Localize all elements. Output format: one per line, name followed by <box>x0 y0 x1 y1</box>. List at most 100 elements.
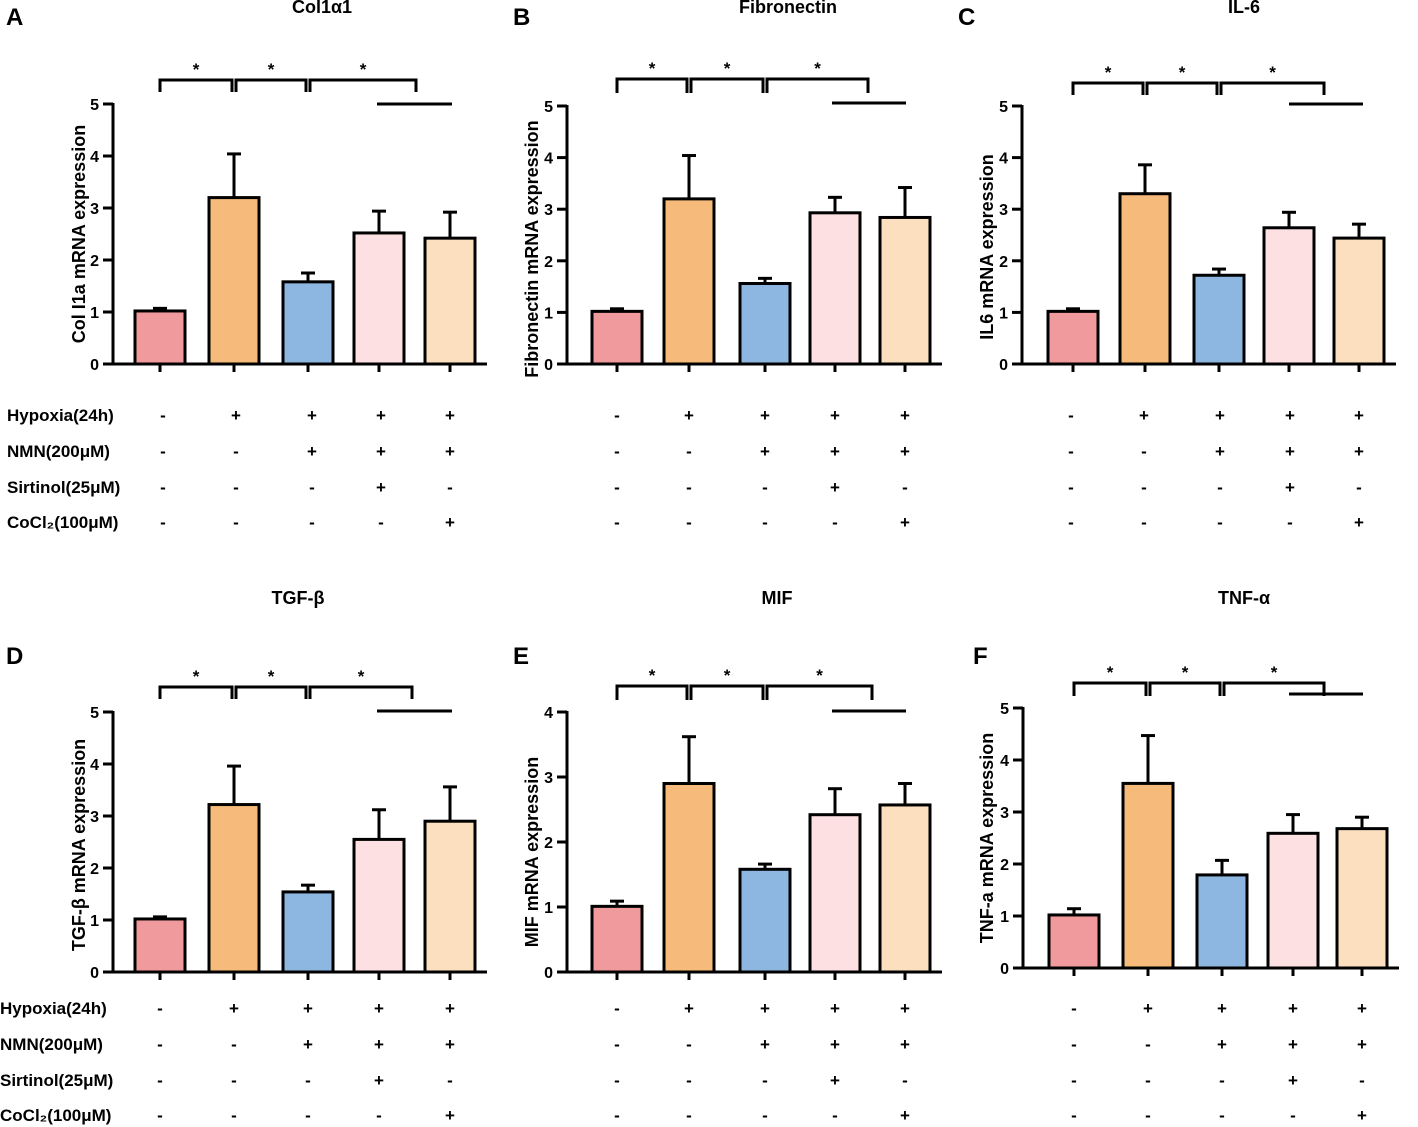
y-tick-label: 1 <box>544 900 553 917</box>
condition-mark: - <box>1141 513 1147 532</box>
y-tick-label: 2 <box>999 254 1008 271</box>
bar <box>1332 236 1386 366</box>
condition-mark: + <box>760 999 770 1018</box>
condition-mark: + <box>684 406 694 425</box>
significance-bracket <box>689 77 765 93</box>
condition-mark: - <box>1290 1106 1296 1125</box>
panel-e: E MIF MIF mRNA expression 0 1 2 3 4 * * * - + + + + - - + +… <box>513 588 942 1125</box>
condition-row-label: NMN(200μM) <box>0 1035 103 1054</box>
condition-mark: + <box>760 1035 770 1054</box>
bar <box>1262 226 1316 366</box>
condition-mark: + <box>445 1035 455 1054</box>
condition-mark: + <box>1285 478 1295 497</box>
condition-mark: - <box>762 1071 768 1090</box>
significance-star: * <box>193 667 200 686</box>
condition-mark: + <box>376 442 386 461</box>
condition-mark: + <box>900 1106 910 1125</box>
condition-mark: + <box>1215 442 1225 461</box>
bar <box>878 215 932 366</box>
condition-mark: + <box>1354 513 1364 532</box>
condition-mark: + <box>1217 1035 1227 1054</box>
condition-mark: - <box>309 513 315 532</box>
y-tick-label: 0 <box>90 965 99 982</box>
y-tick-label: 5 <box>1000 701 1009 718</box>
condition-mark: + <box>830 999 840 1018</box>
condition-mark: - <box>231 1106 237 1125</box>
condition-mark: + <box>760 406 770 425</box>
condition-mark: - <box>1145 1035 1151 1054</box>
condition-mark: + <box>307 442 317 461</box>
y-axis-label: IL6 mRNA expression <box>977 154 997 339</box>
y-tick-label: 3 <box>544 770 553 787</box>
condition-mark: - <box>1217 513 1223 532</box>
condition-mark: - <box>762 513 768 532</box>
condition-mark: - <box>233 478 239 497</box>
y-axis-label: TGF-β mRNA expression <box>69 739 89 951</box>
y-tick-label: 4 <box>544 705 553 722</box>
y-tick-label: 4 <box>1000 753 1009 770</box>
condition-mark: + <box>1354 442 1364 461</box>
significance-star: * <box>816 666 823 685</box>
bar <box>738 282 792 366</box>
bar <box>352 837 406 974</box>
bar <box>1192 273 1246 366</box>
condition-mark: - <box>762 478 768 497</box>
significance-star: * <box>358 667 365 686</box>
condition-mark: - <box>1068 442 1074 461</box>
condition-mark: - <box>614 1106 620 1125</box>
y-axis-label: Col I1a mRNA expression <box>69 125 89 343</box>
y-tick-label: 4 <box>999 151 1008 168</box>
panel-title: TGF-β <box>272 588 325 608</box>
bar <box>662 197 716 366</box>
condition-mark: + <box>1288 1071 1298 1090</box>
significance-star: * <box>1269 63 1276 82</box>
y-tick-label: 3 <box>90 809 99 826</box>
condition-mark: - <box>1141 442 1147 461</box>
y-tick-label: 0 <box>544 965 553 982</box>
panel-title: Fibronectin <box>739 0 837 17</box>
condition-mark: - <box>309 478 315 497</box>
significance-bracket <box>308 78 418 92</box>
condition-mark: - <box>902 478 908 497</box>
condition-mark: + <box>830 1071 840 1090</box>
significance-bracket <box>1072 681 1148 696</box>
bar <box>808 813 862 974</box>
condition-mark: - <box>1217 478 1223 497</box>
significance-bracket <box>615 684 689 700</box>
condition-mark: + <box>1215 406 1225 425</box>
significance-bracket <box>1148 681 1222 696</box>
significance-bracket <box>765 684 874 700</box>
condition-mark: - <box>1287 513 1293 532</box>
significance-star: * <box>1179 63 1186 82</box>
bar <box>1335 827 1389 970</box>
y-tick-label: 3 <box>544 202 553 219</box>
condition-mark: - <box>233 442 239 461</box>
condition-mark: + <box>1288 999 1298 1018</box>
y-tick-label: 3 <box>1000 805 1009 822</box>
significance-star: * <box>268 60 275 79</box>
bar <box>423 819 477 974</box>
condition-row-label: Hypoxia(24h) <box>0 999 107 1018</box>
condition-mark: - <box>1356 478 1362 497</box>
significance-star: * <box>193 60 200 79</box>
y-tick-label: 1 <box>90 305 99 322</box>
condition-mark: - <box>614 513 620 532</box>
condition-mark: + <box>1143 999 1153 1018</box>
condition-mark: - <box>1068 406 1074 425</box>
y-tick-label: 5 <box>90 97 99 114</box>
significance-bracket <box>1145 81 1219 95</box>
condition-mark: - <box>305 1106 311 1125</box>
condition-mark: - <box>157 1106 163 1125</box>
y-axis-label: TNF-a mRNA expression <box>977 733 997 943</box>
condition-mark: - <box>614 442 620 461</box>
condition-mark: + <box>445 513 455 532</box>
condition-row-label: NMN(200μM) <box>7 442 110 461</box>
condition-mark: - <box>376 1106 382 1125</box>
condition-mark: - <box>1219 1071 1225 1090</box>
condition-mark: - <box>378 513 384 532</box>
significance-star: * <box>1271 663 1278 682</box>
condition-mark: - <box>160 442 166 461</box>
panel-letter: B <box>513 4 530 31</box>
